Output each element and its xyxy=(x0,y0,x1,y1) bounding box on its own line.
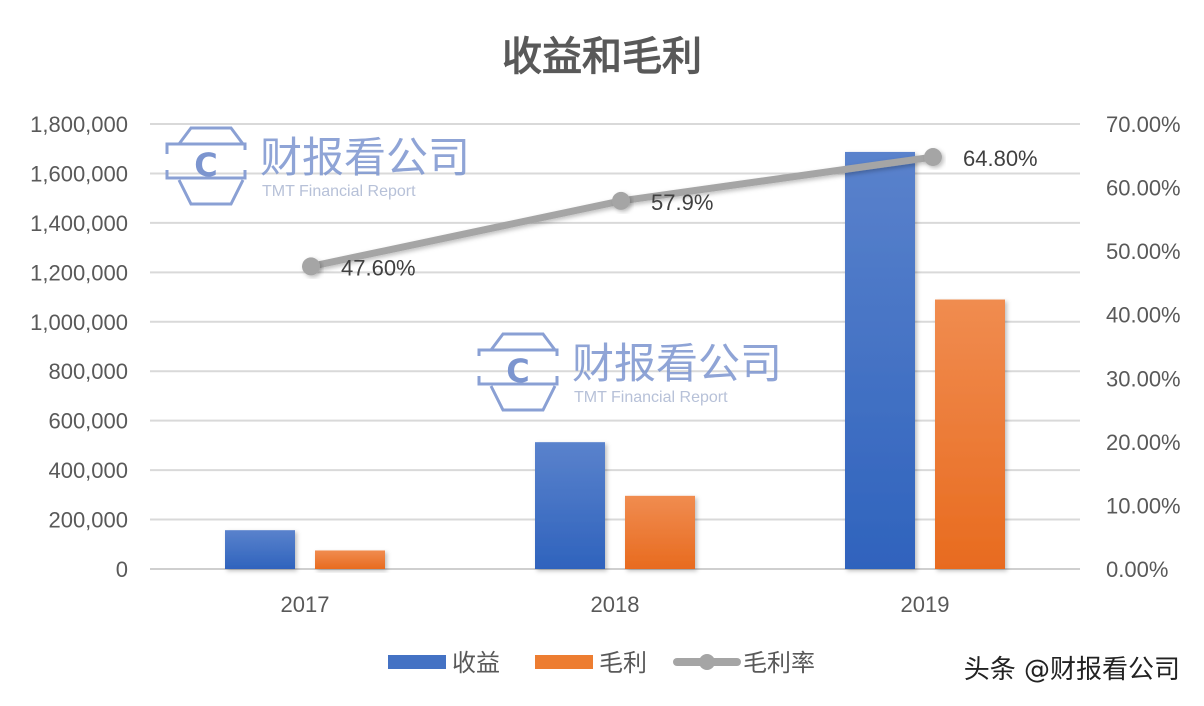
line-marker xyxy=(924,148,942,167)
x-tick-label: 2017 xyxy=(281,592,330,617)
bar-revenue-2018 xyxy=(535,442,605,569)
svg-text:C: C xyxy=(194,146,217,184)
y-tick-label: 1,000,000 xyxy=(30,310,128,335)
watermark-logo-icon: C xyxy=(477,332,559,412)
watermark: C 财报看公司 TMT Financial Report xyxy=(165,126,470,206)
y-axis-right: 0.00% 10.00% 20.00% 30.00% 40.00% 50.00% 60.00… xyxy=(1106,112,1181,582)
y-tick-label: 800,000 xyxy=(48,359,128,384)
y-tick-label: 400,000 xyxy=(48,458,128,483)
y-tick-label: 1,600,000 xyxy=(30,161,128,186)
y2-tick-label: 10.00% xyxy=(1106,493,1181,518)
data-label: 64.80% xyxy=(963,146,1038,171)
watermark-logo-icon: C xyxy=(165,126,247,206)
y-axis-left: 0 200,000 400,000 600,000 800,000 1,000,000 1,… xyxy=(30,112,128,582)
line-marker xyxy=(302,257,320,276)
y-tick-label: 1,400,000 xyxy=(30,211,128,236)
y-tick-label: 200,000 xyxy=(48,508,128,533)
x-tick-label: 2018 xyxy=(591,592,640,617)
y2-tick-label: 60.00% xyxy=(1106,176,1181,201)
data-label: 57.9% xyxy=(651,190,713,215)
y2-tick-label: 0.00% xyxy=(1106,557,1168,582)
y2-tick-label: 40.00% xyxy=(1106,303,1181,328)
y-tick-label: 1,200,000 xyxy=(30,260,128,285)
watermark-text-en: TMT Financial Report xyxy=(262,183,416,200)
y2-tick-label: 50.00% xyxy=(1106,239,1181,264)
legend-swatch xyxy=(535,655,593,669)
watermark-text-cn: 财报看公司 xyxy=(572,339,782,388)
legend-swatch xyxy=(388,655,446,669)
x-tick-label: 2019 xyxy=(901,592,950,617)
y2-tick-label: 70.00% xyxy=(1106,112,1181,137)
legend: 收益 毛利 毛利率 xyxy=(388,649,815,677)
y-tick-label: 0 xyxy=(116,557,128,582)
line-marker xyxy=(612,191,630,210)
bar-revenue-2019 xyxy=(845,151,915,570)
legend-marker-icon xyxy=(699,654,715,670)
line-series-gross-margin: 47.60% 57.9% 64.80% xyxy=(302,146,1038,280)
bar-revenue-2017 xyxy=(225,530,295,569)
watermark-text-en: TMT Financial Report xyxy=(574,389,728,406)
bar-gross-profit-2018 xyxy=(625,495,695,569)
x-axis: 2017 2018 2019 xyxy=(281,592,950,617)
watermark-text-cn: 财报看公司 xyxy=(260,133,470,182)
source-credit: 头条 @财报看公司 xyxy=(964,655,1180,685)
legend-label: 毛利 xyxy=(599,649,647,677)
bar-series xyxy=(225,151,1005,570)
y2-tick-label: 20.00% xyxy=(1106,430,1181,455)
bar-gross-profit-2019 xyxy=(935,299,1005,569)
legend-label: 收益 xyxy=(452,649,500,677)
chart-title: 收益和毛利 xyxy=(502,34,702,80)
svg-text:C: C xyxy=(506,352,529,390)
bar-gross-profit-2017 xyxy=(315,550,385,569)
y2-tick-label: 30.00% xyxy=(1106,366,1181,391)
watermark: C 财报看公司 TMT Financial Report xyxy=(477,332,782,412)
y-tick-label: 600,000 xyxy=(48,409,128,434)
data-label: 47.60% xyxy=(341,255,416,280)
legend-label: 毛利率 xyxy=(743,649,815,677)
y-tick-label: 1,800,000 xyxy=(30,112,128,137)
